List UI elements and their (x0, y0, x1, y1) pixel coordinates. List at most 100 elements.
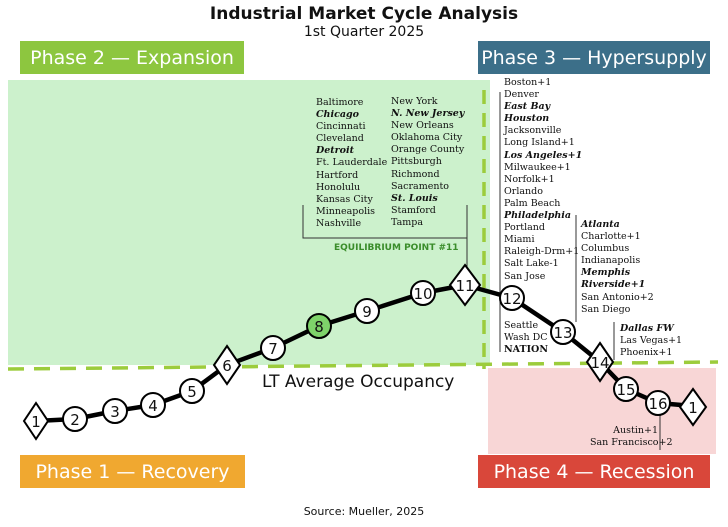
market-name: N. New Jersey (391, 108, 465, 120)
cycle-point-label: 2 (70, 411, 80, 429)
market-name: Kansas City (316, 193, 373, 205)
market-name: Salt Lake-1 (504, 258, 559, 270)
cycle-point-label: 5 (187, 383, 197, 401)
market-name: San Francisco+2 (590, 437, 673, 449)
market-name: Orange County (391, 144, 465, 156)
market-name: Atlanta (581, 219, 620, 230)
market-name: Columbus (581, 243, 630, 255)
market-name: Baltimore (316, 97, 364, 108)
point13-markets: Seattle Wash DC NATION (504, 320, 548, 356)
cycle-point-4: 4 (140, 392, 166, 418)
market-name: Philadelphia (504, 210, 572, 222)
lt-average-occupancy-label: LT Average Occupancy (262, 372, 455, 392)
lt-average-dashed-line (7, 360, 719, 371)
market-name: Boston+1 (504, 77, 552, 88)
market-name: Honolulu (316, 181, 361, 193)
cycle-point-label: 10 (413, 285, 432, 303)
cycle-point-8-current: 8 (306, 313, 332, 339)
market-name: Memphis (581, 267, 631, 279)
market-name: Dallas FW (620, 323, 674, 334)
market-name: St. Louis (391, 192, 438, 204)
market-name: Tampa (391, 216, 424, 228)
market-name: Phoenix+1 (620, 347, 673, 359)
market-name: Austin+1 (613, 425, 658, 436)
market-name: Norfolk+1 (504, 173, 555, 185)
cycle-point-label: 1 (688, 399, 698, 417)
market-name: Wash DC (504, 332, 548, 344)
market-name: Stamford (391, 204, 436, 216)
cycle-point-label: 13 (553, 324, 572, 342)
market-name: Riverside+1 (581, 279, 646, 291)
cycle-point-label: 4 (148, 397, 158, 415)
market-name: Nashville (316, 217, 362, 229)
chart-title: Industrial Market Cycle Analysis (209, 4, 519, 24)
cycle-point-6: 6 (212, 344, 242, 386)
market-name: Miami (504, 234, 535, 246)
expansion-zone-background (8, 80, 490, 365)
cycle-point-label: 11 (455, 277, 474, 295)
market-name: Ft. Lauderdale (316, 157, 388, 169)
cycle-point-13: 13 (550, 319, 576, 345)
market-name: Portland (504, 222, 545, 234)
cycle-point-label: 14 (590, 354, 609, 372)
market-name: Detroit (316, 145, 355, 157)
cycle-point-label: 16 (648, 395, 667, 413)
recession-zone-background (488, 368, 716, 454)
market-name: Orlando (504, 185, 543, 197)
market-name: Palm Beach (504, 197, 561, 209)
market-name: San Diego (581, 303, 631, 315)
market-name: Denver (504, 89, 539, 101)
cycle-point-1-end: 1 (678, 387, 708, 427)
cycle-point-label: 7 (268, 340, 278, 358)
market-name: Sacramento (391, 180, 449, 192)
cycle-point-1-start: 1 (22, 401, 50, 441)
market-name: Oklahoma City (391, 132, 463, 144)
point11-markets-col1: Baltimore Chicago Cincinnati Cleveland Detro… (316, 97, 387, 230)
point14-lower-markets: Dallas FW Las Vegas+1 Phoenix+1 (620, 323, 682, 359)
cycle-point-label: 1 (31, 413, 41, 431)
cycle-point-label: 15 (616, 381, 635, 399)
cycle-point-label: 8 (314, 318, 324, 336)
cycle-point-2: 2 (62, 406, 88, 432)
market-name: Indianapolis (581, 255, 641, 267)
market-name: Minneapolis (316, 205, 376, 217)
source-note: Source: Mueller, 2025 (303, 505, 425, 518)
market-name: San Antonio+2 (581, 291, 654, 303)
phase-4-label: Phase 4 — Recession (478, 455, 710, 488)
market-name: Jacksonville (504, 125, 562, 137)
chart-subtitle: 1st Quarter 2025 (303, 24, 425, 40)
market-name: Raleigh-Drm+1 (504, 246, 580, 258)
market-name: San Jose (504, 270, 546, 282)
cycle-point-label: 12 (502, 290, 521, 308)
equilibrium-point-label: EQUILIBRIUM POINT #11 (334, 243, 459, 253)
market-name: Pittsburgh (391, 156, 442, 168)
market-name: East Bay (504, 101, 551, 113)
cycle-point-label: 3 (110, 403, 120, 421)
market-name: Richmond (391, 168, 440, 180)
point16-markets: Austin+1 San Francisco+2 (590, 425, 673, 449)
point12-markets: Boston+1 Denver East Bay Houston Jacksonvill… (504, 77, 582, 283)
equilibrium-bracket (302, 205, 468, 239)
cycle-point-16: 16 (645, 390, 671, 416)
cycle-point-label: 9 (362, 303, 372, 321)
cycle-point-12: 12 (499, 285, 525, 311)
cycle-point-3: 3 (102, 398, 128, 424)
cycle-point-9: 9 (354, 298, 380, 324)
cycle-point-10: 10 (410, 280, 436, 306)
market-name: Milwaukee+1 (504, 161, 571, 173)
market-name: Hartford (316, 169, 359, 181)
cycle-point-11: 11 (448, 263, 482, 307)
market-name: New York (391, 96, 438, 107)
cycle-point-15: 15 (613, 376, 639, 402)
phase-3-label: Phase 3 — Hypersupply (478, 41, 710, 74)
market-name: Los Angeles+1 (504, 149, 583, 161)
cycle-point-7: 7 (260, 335, 286, 361)
market-name: Cincinnati (316, 121, 366, 133)
market-name: Seattle (504, 320, 539, 331)
cycle-point-label: 6 (222, 357, 232, 375)
market-name: Chicago (316, 109, 359, 121)
cycle-point-5: 5 (179, 378, 205, 404)
phase-1-label: Phase 1 — Recovery (20, 455, 245, 488)
market-name: Houston (504, 113, 550, 125)
